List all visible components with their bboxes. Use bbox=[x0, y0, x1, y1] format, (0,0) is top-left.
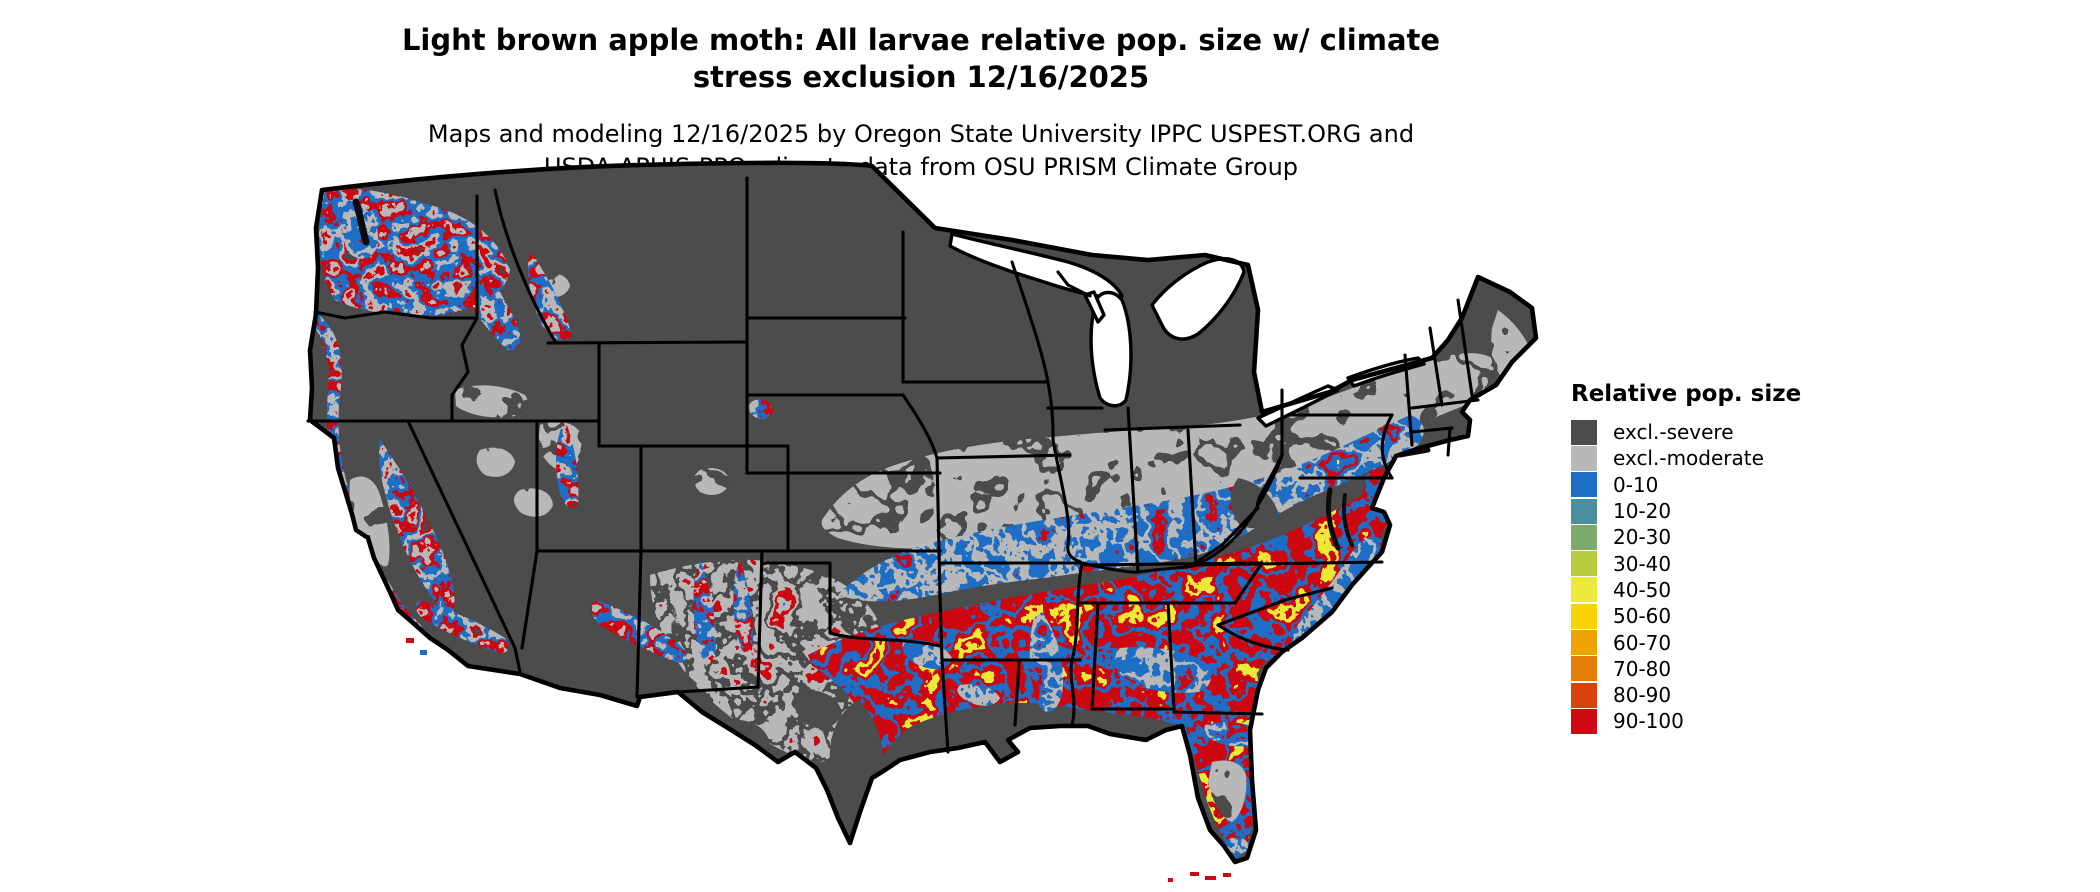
legend-item: 60-70 bbox=[1571, 629, 1831, 656]
legend-swatch-20-30 bbox=[1571, 524, 1597, 550]
legend-item: excl.-severe bbox=[1571, 419, 1831, 445]
us-map-container bbox=[300, 155, 1560, 892]
figure-title-line2: stress exclusion 12/16/2025 bbox=[692, 60, 1150, 94]
legend-label: 90-100 bbox=[1613, 709, 1684, 734]
legend-swatch-70-80 bbox=[1571, 656, 1597, 682]
legend-label: 50-60 bbox=[1613, 604, 1672, 629]
legend-swatch-10-20 bbox=[1571, 498, 1597, 524]
legend-label: 80-90 bbox=[1613, 683, 1672, 708]
legend-swatch-50-60 bbox=[1571, 603, 1597, 629]
excluded-severe-pockets bbox=[730, 478, 1278, 845]
lake-superior bbox=[948, 232, 1124, 299]
legend-title: Relative pop. size bbox=[1571, 381, 1802, 407]
islands-and-keys bbox=[406, 638, 1231, 882]
legend-label: 40-50 bbox=[1613, 577, 1672, 602]
legend-swatch-60-70 bbox=[1571, 630, 1597, 656]
legend-item: 50-60 bbox=[1571, 603, 1831, 629]
legend-label: 10-20 bbox=[1613, 499, 1672, 524]
state-borders bbox=[306, 176, 1480, 754]
legend-item: 30-40 bbox=[1571, 550, 1831, 577]
legend-label: 20-30 bbox=[1613, 525, 1672, 550]
legend-label: 70-80 bbox=[1613, 656, 1672, 681]
legend-item: 80-90 bbox=[1571, 682, 1831, 708]
figure-title-line1: Light brown apple moth: All larvae relat… bbox=[401, 23, 1441, 57]
high-population-band bbox=[808, 468, 1392, 858]
low-population-band bbox=[838, 415, 1424, 602]
legend-item: excl.-moderate bbox=[1571, 445, 1831, 471]
figure-subtitle: Maps and modeling 12/16/2025 by Oregon S… bbox=[0, 118, 1842, 184]
legend-item: 0-10 bbox=[1571, 472, 1831, 498]
legend-label: excl.-severe bbox=[1613, 420, 1734, 445]
legend-label: excl.-moderate bbox=[1613, 446, 1764, 471]
legend-swatch-90-100 bbox=[1571, 708, 1597, 734]
legend-item: 10-20 bbox=[1571, 498, 1831, 524]
legend-item: 40-50 bbox=[1571, 577, 1831, 603]
legend-item: 90-100 bbox=[1571, 708, 1831, 734]
legend-swatch-30-40 bbox=[1571, 551, 1597, 577]
green-bay bbox=[1083, 290, 1106, 324]
legend-swatch-40-50 bbox=[1571, 577, 1597, 603]
excluded-moderate-band bbox=[365, 240, 1533, 549]
us-outline bbox=[307, 160, 1539, 865]
map-legend: Relative pop. size excl.-severe excl.-mo… bbox=[1571, 381, 1831, 735]
us-risk-map bbox=[306, 160, 1539, 882]
legend-label: 0-10 bbox=[1613, 472, 1659, 497]
legend-item: 20-30 bbox=[1571, 524, 1831, 550]
western-mountain-mottle bbox=[310, 188, 773, 672]
legend-swatch-80-90 bbox=[1571, 682, 1597, 708]
map-fill-layers bbox=[310, 162, 1536, 862]
legend-item: 70-80 bbox=[1571, 656, 1831, 682]
lake-huron bbox=[1150, 257, 1246, 341]
chesapeake-bay-inlet bbox=[1325, 487, 1341, 551]
figure-subtitle-line1: Maps and modeling 12/16/2025 by Oregon S… bbox=[427, 120, 1415, 148]
legend-label: 30-40 bbox=[1613, 551, 1672, 576]
delaware-bay-inlet bbox=[1341, 493, 1354, 547]
legend-swatch-excl-severe bbox=[1571, 419, 1597, 445]
legend-swatch-excl-moderate bbox=[1571, 445, 1597, 471]
legend-label: 60-70 bbox=[1613, 630, 1672, 655]
legend-swatch-0-10 bbox=[1571, 472, 1597, 498]
puget-sound-inlet bbox=[352, 198, 370, 246]
figure-title: Light brown apple moth: All larvae relat… bbox=[0, 22, 1842, 96]
